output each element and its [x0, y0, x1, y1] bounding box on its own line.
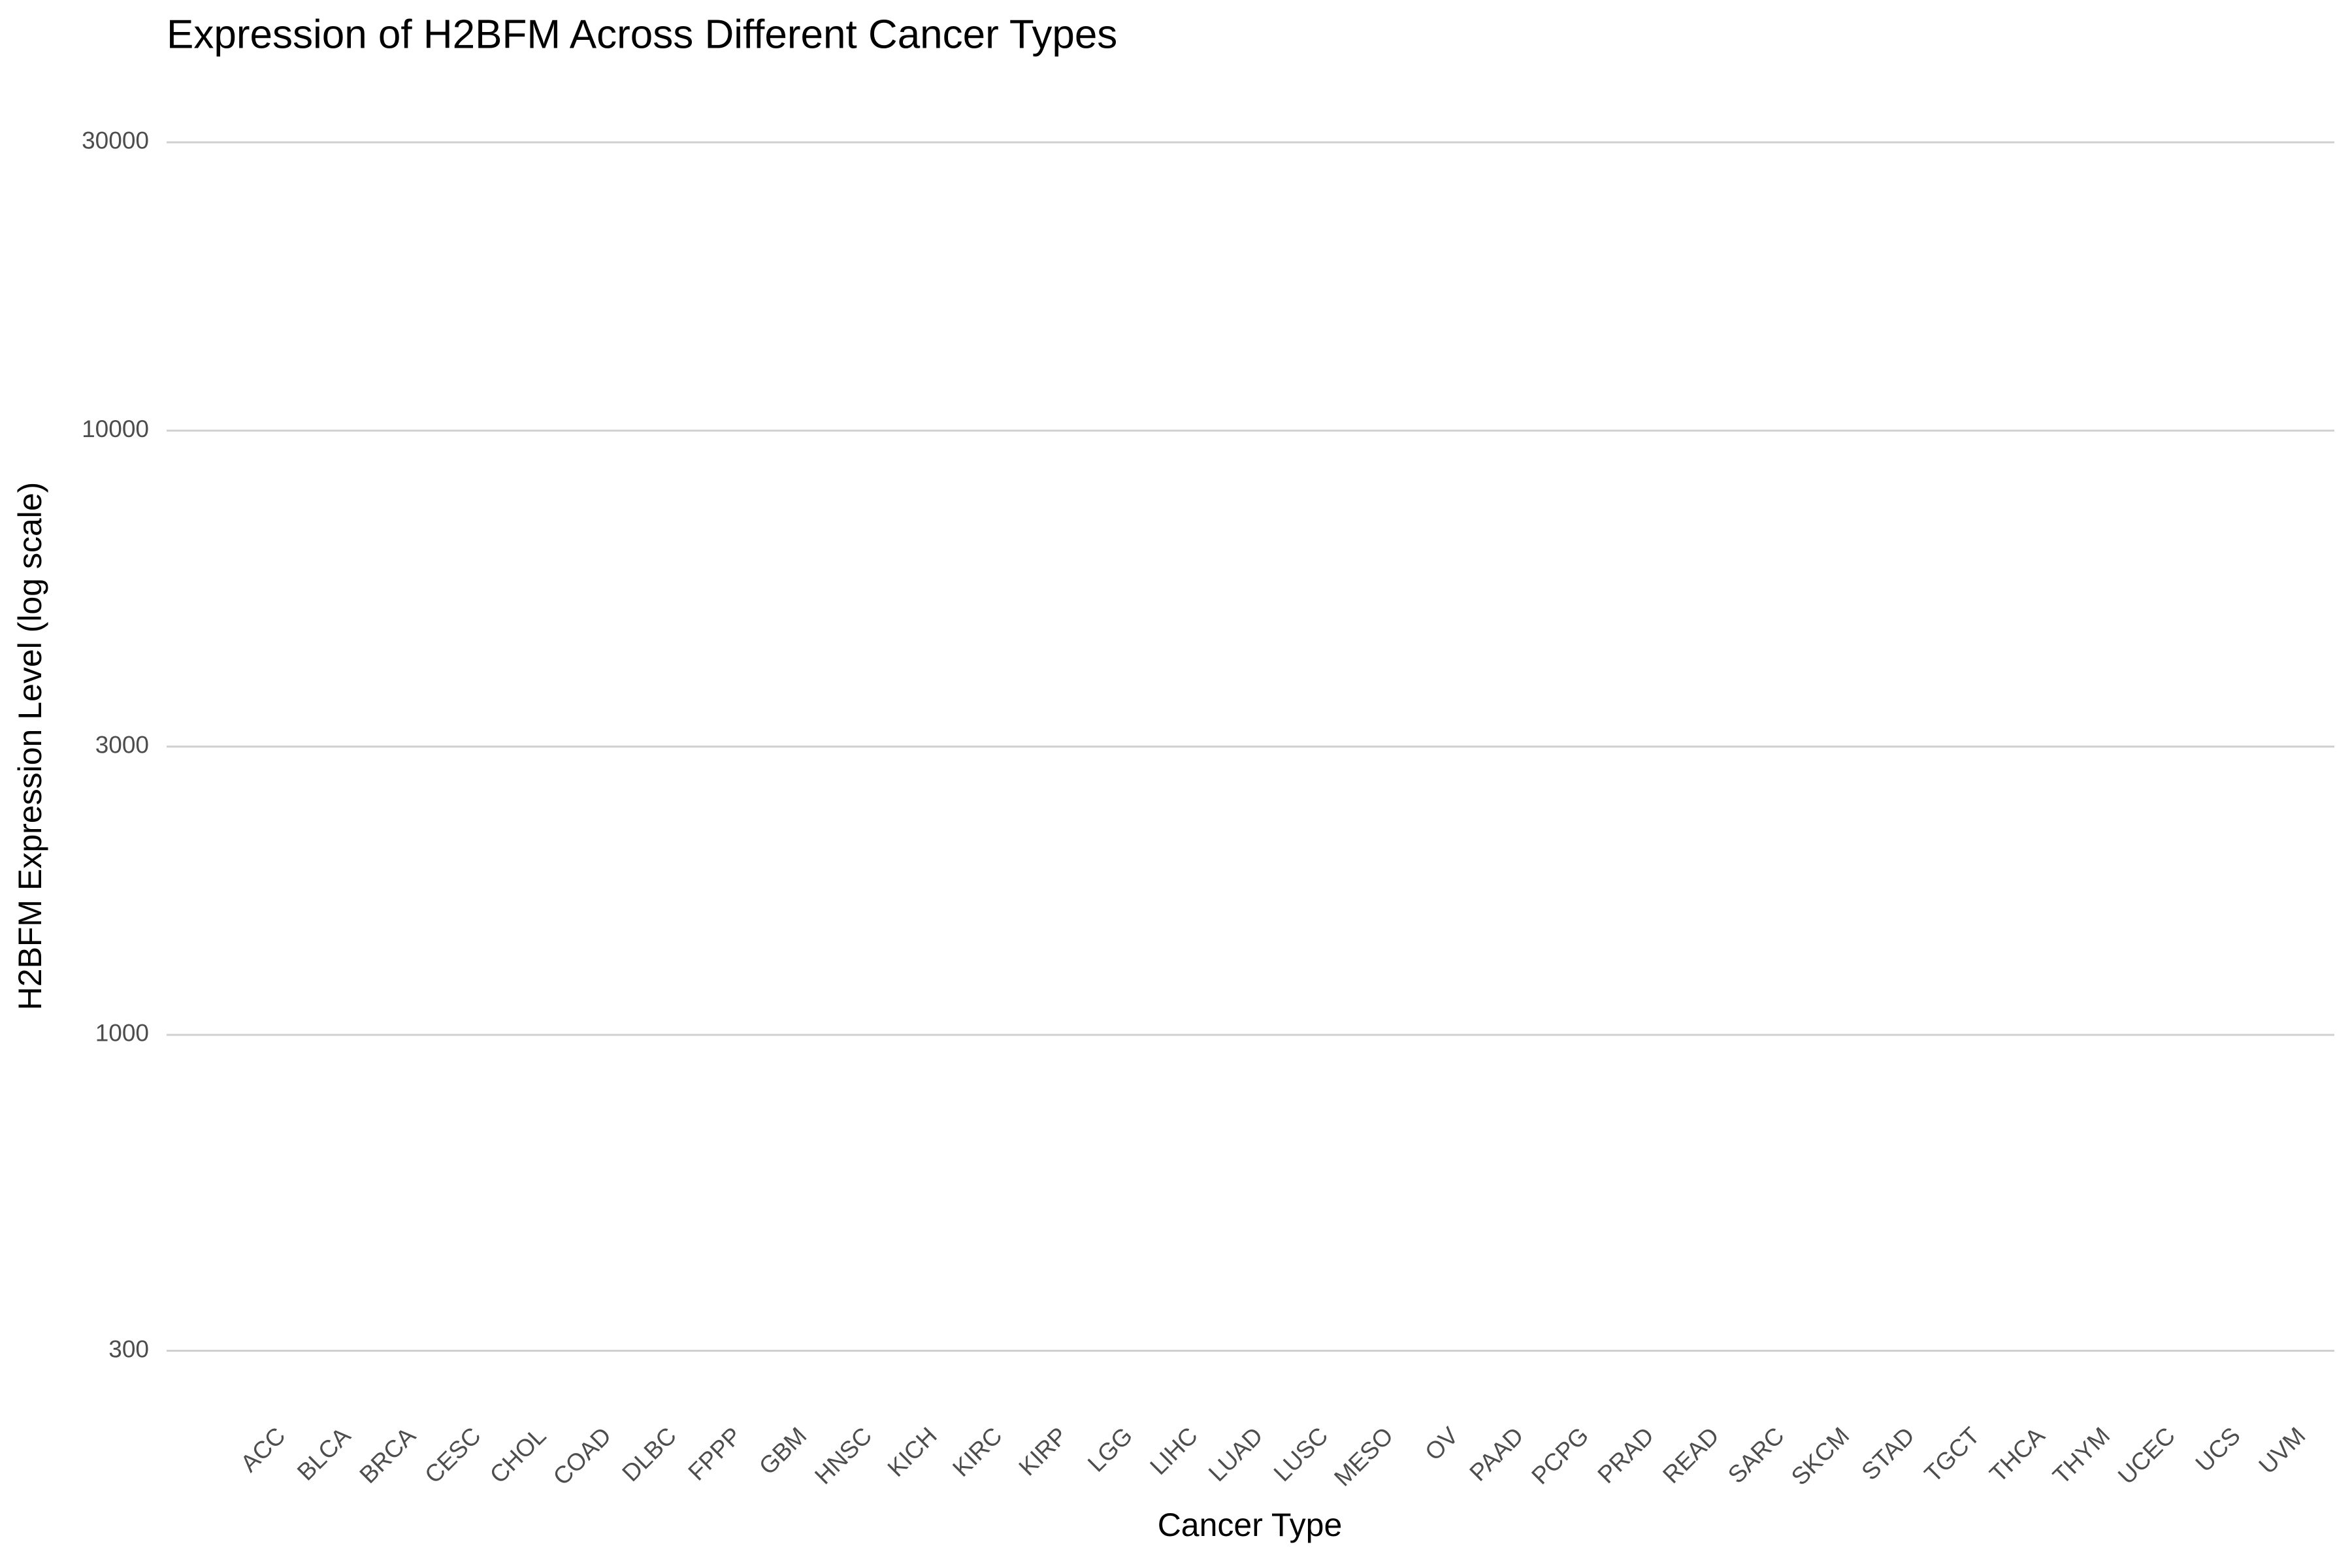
x-tick-label: OV [1420, 1422, 1463, 1465]
x-tick-label: KICH [882, 1422, 942, 1482]
x-tick-label: PAAD [1464, 1422, 1528, 1486]
x-tick-label: THCA [1984, 1422, 2050, 1487]
x-tick-label: PRAD [1592, 1422, 1659, 1489]
x-tick-label: FPPP [683, 1422, 746, 1486]
x-tick-label: READ [1658, 1422, 1724, 1489]
x-tick-label: UVM [2253, 1422, 2310, 1479]
x-tick-label: HNSC [809, 1422, 877, 1490]
y-axis-title: H2BFM Expression Level (log scale) [12, 482, 48, 1011]
chart-title: Expression of H2BFM Across Different Can… [167, 12, 1117, 57]
x-tick-label: SKCM [1786, 1422, 1855, 1491]
y-tick-label: 300 [108, 1335, 149, 1362]
x-tick-label: KIRP [1013, 1422, 1072, 1481]
x-tick-label: CHOL [485, 1422, 551, 1489]
x-tick-label: LIHC [1145, 1422, 1203, 1480]
x-tick-label: BLCA [292, 1422, 356, 1486]
y-tick-label: 3000 [95, 731, 149, 758]
x-tick-label: STAD [1856, 1422, 1919, 1486]
x-tick-label: GBM [754, 1422, 812, 1480]
x-tick-label: LUSC [1269, 1422, 1333, 1487]
y-tick-label: 10000 [82, 416, 149, 442]
x-tick-label: MESO [1329, 1422, 1398, 1492]
x-tick-label: DLBC [617, 1422, 681, 1487]
x-tick-label: LGG [1083, 1422, 1137, 1477]
x-tick-label: COAD [548, 1422, 617, 1491]
x-tick-label: ACC [235, 1422, 290, 1477]
x-tick-label: UCEC [2113, 1422, 2180, 1490]
x-tick-label: PCPG [1526, 1422, 1593, 1490]
x-tick-label: CESC [419, 1422, 486, 1489]
y-tick-label: 30000 [82, 127, 149, 154]
y-tick-label: 1000 [95, 1020, 149, 1047]
x-tick-label: UCS [2191, 1422, 2246, 1477]
x-tick-label: KIRC [947, 1422, 1007, 1482]
x-tick-label: BRCA [354, 1422, 421, 1488]
x-tick-label: THYM [2048, 1422, 2115, 1490]
x-axis-title: Cancer Type [1158, 1507, 1343, 1543]
x-tick-label: SARC [1723, 1422, 1789, 1489]
x-tick-label: LUAD [1203, 1422, 1268, 1487]
x-tick-label: TGCT [1919, 1422, 1985, 1488]
